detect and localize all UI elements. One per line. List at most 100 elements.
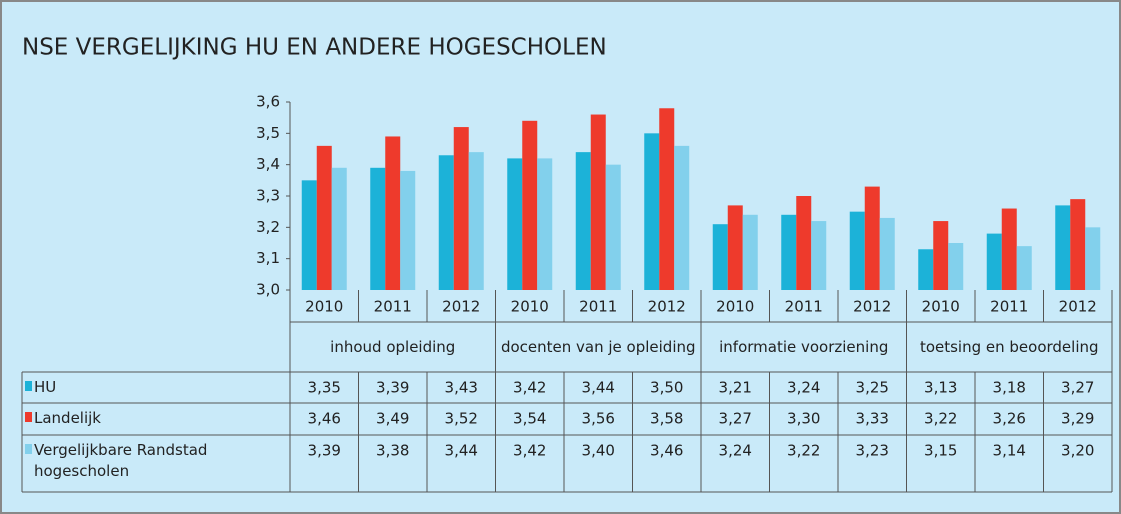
x-tick-label: 2012 [442,298,480,316]
group-label: docenten van je opleiding [500,338,696,356]
bar [370,167,386,290]
bar [605,164,621,290]
bar [864,186,880,290]
table-value: 3,24 [787,379,820,397]
chart-title: NSE VERGELIJKING HU EN ANDERE HOGESCHOLE… [22,35,607,61]
bar [468,152,484,290]
table-value: 3,49 [376,410,409,428]
bar [659,108,675,291]
table-value: 3,35 [308,379,341,397]
y-tick-label: 3,1 [256,249,280,267]
y-tick-label: 3,3 [256,187,280,205]
bar [537,158,553,290]
table-value: 3,42 [513,379,546,397]
table-value: 3,13 [924,379,957,397]
table-value: 3,14 [993,442,1026,460]
legend-label: HU [34,378,57,396]
bar [644,133,660,290]
group-label-box: toetsing en beoordeling [919,338,1099,356]
table-value: 3,21 [719,379,752,397]
table-value: 3,58 [650,410,683,428]
x-tick-label: 2010 [716,298,754,316]
group-label-box: docenten van je opleiding [500,338,696,356]
table-value: 3,30 [787,410,820,428]
bar [575,152,591,290]
bar [727,205,743,290]
y-tick-label: 3,5 [256,124,280,142]
x-tick-label: 2010 [922,298,960,316]
table-value: 3,23 [856,442,889,460]
table-value: 3,20 [1061,442,1094,460]
bar [811,221,827,290]
group-label: inhoud opleiding [330,338,456,356]
bar [781,214,797,290]
y-tick-label: 3,0 [256,281,280,299]
table-value: 3,56 [582,410,615,428]
series-label-box: Landelijk [34,409,101,427]
table-value: 3,39 [308,442,341,460]
series-label-box: HU [34,378,57,396]
table-value: 3,42 [513,442,546,460]
bar [986,233,1002,290]
legend-label: Landelijk [34,409,101,427]
table-value: 3,38 [376,442,409,460]
x-tick-label: 2012 [648,298,686,316]
x-tick-label: 2012 [1059,298,1097,316]
group-label-box: informatie voorziening [719,338,889,356]
bar [453,127,469,290]
group-label: informatie voorziening [719,338,889,356]
table-value: 3,24 [719,442,752,460]
bar [796,196,812,290]
x-tick-label: 2010 [511,298,549,316]
series-label-box: Vergelijkbare Randstad hogescholen [34,441,207,480]
bar [316,145,332,290]
bar [331,167,347,290]
bar [385,136,401,290]
y-tick-label: 3,4 [256,155,280,173]
table-value: 3,15 [924,442,957,460]
bar [712,224,728,290]
table-value: 3,44 [445,442,478,460]
bar [522,120,538,290]
table-value: 3,27 [719,410,752,428]
bar [1085,227,1101,290]
bar [400,170,416,290]
bar [590,114,606,291]
table-value: 3,29 [1061,410,1094,428]
bar [742,214,758,290]
x-tick-label: 2010 [305,298,343,316]
bar [933,221,949,290]
table-value: 3,33 [856,410,889,428]
x-tick-label: 2011 [785,298,823,316]
bar [1070,199,1086,290]
group-label-box: inhoud opleiding [330,338,456,356]
table-value: 3,52 [445,410,478,428]
bar [1001,208,1017,290]
bar [301,180,317,290]
bar [948,243,964,290]
legend-swatch [25,381,32,391]
table-value: 3,46 [650,442,683,460]
legend-swatch [25,412,32,422]
table-value: 3,25 [856,379,889,397]
table-value: 3,43 [445,379,478,397]
legend-swatch [25,444,32,454]
bar [1055,205,1071,290]
bar [438,155,454,290]
table-value: 3,26 [993,410,1026,428]
table-value: 3,46 [308,410,341,428]
x-tick-label: 2012 [853,298,891,316]
table-value: 3,22 [924,410,957,428]
bar [879,217,895,290]
x-tick-label: 2011 [374,298,412,316]
bar [918,249,934,290]
group-label: toetsing en beoordeling [919,338,1099,356]
table-value: 3,50 [650,379,683,397]
y-tick-label: 3,2 [256,218,280,236]
bar [1016,246,1032,290]
table-value: 3,27 [1061,379,1094,397]
y-tick-label: 3,6 [256,93,280,111]
x-tick-label: 2011 [990,298,1028,316]
table-value: 3,40 [582,442,615,460]
x-tick-label: 2011 [579,298,617,316]
